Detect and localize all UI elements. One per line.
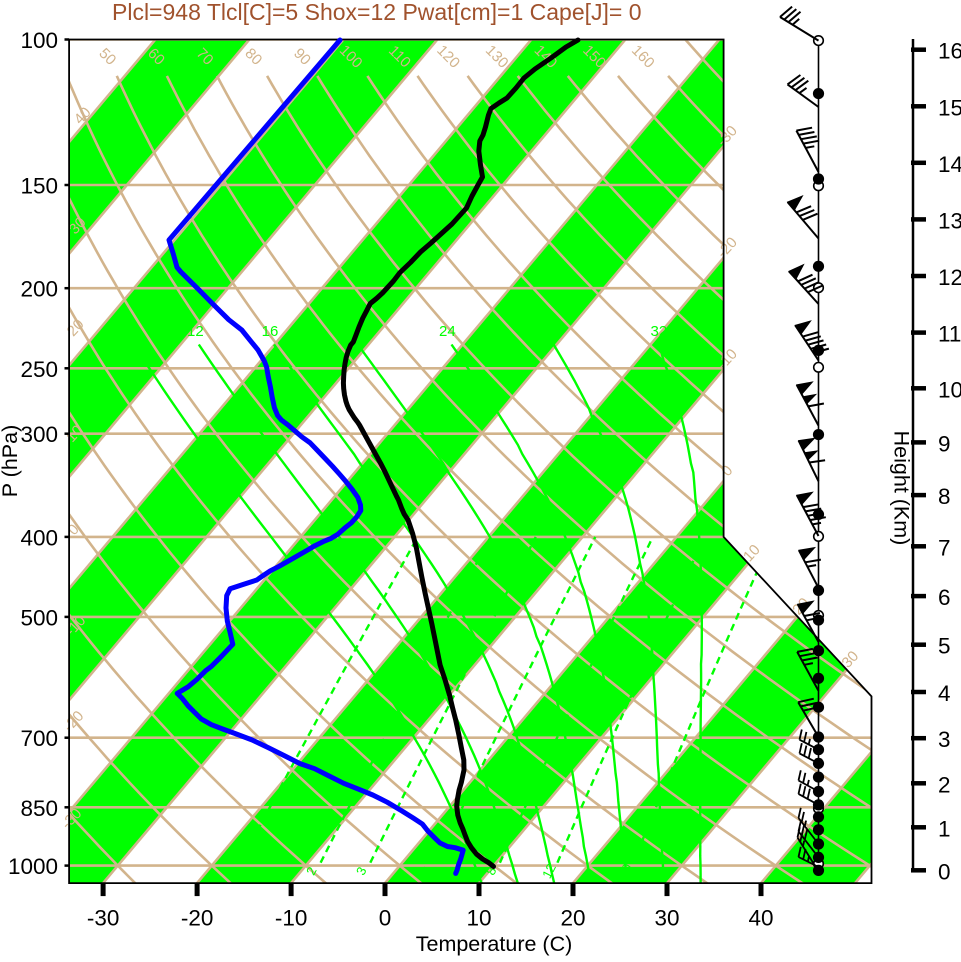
svg-text:16: 16 <box>938 39 961 64</box>
svg-text:1000: 1000 <box>8 854 58 879</box>
svg-text:6: 6 <box>938 585 951 610</box>
svg-text:30: 30 <box>654 906 679 931</box>
svg-text:14: 14 <box>938 152 961 177</box>
svg-text:12: 12 <box>187 323 204 340</box>
svg-text:Height (Km): Height (Km) <box>890 431 914 546</box>
svg-text:Temperature (C): Temperature (C) <box>416 932 573 956</box>
svg-text:12: 12 <box>539 861 559 881</box>
svg-text:12: 12 <box>938 265 961 290</box>
svg-text:8: 8 <box>127 323 135 340</box>
svg-text:15: 15 <box>938 95 961 120</box>
svg-text:400: 400 <box>20 525 58 550</box>
svg-text:13: 13 <box>938 208 961 233</box>
svg-text:0: 0 <box>379 906 392 931</box>
svg-text:300: 300 <box>20 422 58 447</box>
svg-text:9: 9 <box>938 431 951 456</box>
svg-text:1: 1 <box>938 816 951 841</box>
svg-text:10: 10 <box>938 377 961 402</box>
svg-text:2: 2 <box>938 772 951 797</box>
svg-text:-30: -30 <box>87 906 120 931</box>
svg-text:20: 20 <box>615 861 635 881</box>
svg-text:-10: -10 <box>275 906 308 931</box>
svg-text:200: 200 <box>20 277 58 302</box>
svg-text:24: 24 <box>439 323 456 340</box>
svg-text:-20: -20 <box>181 906 214 931</box>
svg-text:10: 10 <box>466 906 491 931</box>
svg-text:11: 11 <box>938 322 961 347</box>
svg-text:4: 4 <box>938 681 951 706</box>
svg-text:5: 5 <box>938 634 951 659</box>
svg-text:32: 32 <box>651 323 668 340</box>
svg-text:20: 20 <box>560 906 585 931</box>
svg-text:Plcl=948 Tlcl[C]=5 Shox=12 Pwa: Plcl=948 Tlcl[C]=5 Shox=12 Pwat[cm]=1 Ca… <box>112 0 642 25</box>
svg-text:3: 3 <box>938 727 951 752</box>
svg-text:40: 40 <box>748 906 773 931</box>
svg-text:250: 250 <box>20 357 58 382</box>
svg-text:P (hPa): P (hPa) <box>0 425 22 498</box>
svg-text:500: 500 <box>20 605 58 630</box>
svg-text:850: 850 <box>20 796 58 821</box>
svg-text:100: 100 <box>20 28 58 53</box>
svg-text:16: 16 <box>262 323 279 340</box>
svg-text:150: 150 <box>20 174 58 199</box>
svg-text:700: 700 <box>20 726 58 751</box>
svg-text:7: 7 <box>938 535 951 560</box>
svg-text:0: 0 <box>938 859 951 884</box>
svg-text:28: 28 <box>543 323 560 340</box>
svg-text:8: 8 <box>938 484 951 509</box>
